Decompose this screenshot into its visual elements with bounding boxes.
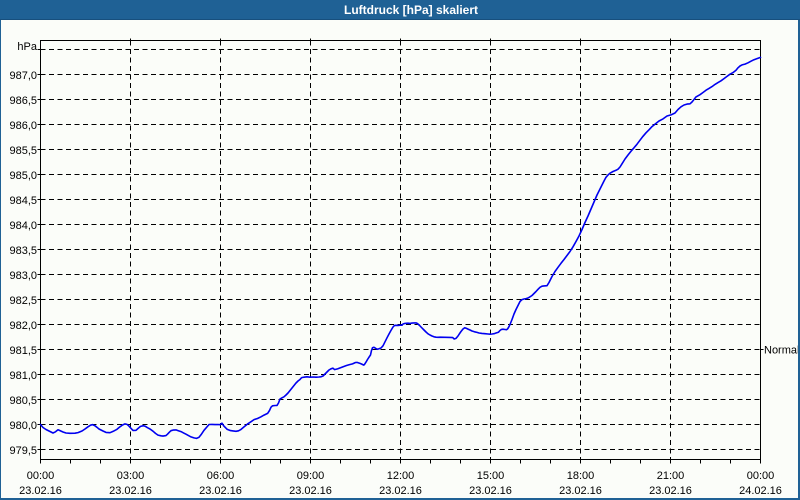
svg-text:980,5: 980,5: [9, 395, 37, 407]
svg-text:15:00: 15:00: [477, 470, 505, 482]
svg-text:986,0: 986,0: [9, 120, 37, 132]
svg-text:12:00: 12:00: [387, 470, 415, 482]
svg-text:987,0: 987,0: [9, 70, 37, 82]
svg-text:984,5: 984,5: [9, 195, 37, 207]
svg-text:23.02.16: 23.02.16: [289, 485, 332, 497]
svg-text:23.02.16: 23.02.16: [109, 485, 152, 497]
svg-text:hPa: hPa: [17, 41, 37, 53]
svg-text:23.02.16: 23.02.16: [19, 485, 62, 497]
svg-text:23.02.16: 23.02.16: [559, 485, 602, 497]
svg-text:983,0: 983,0: [9, 270, 37, 282]
svg-text:980,0: 980,0: [9, 420, 37, 432]
svg-text:21:00: 21:00: [657, 470, 685, 482]
svg-text:984,0: 984,0: [9, 220, 37, 232]
svg-text:24.02.16: 24.02.16: [739, 485, 782, 497]
svg-text:06:00: 06:00: [207, 470, 235, 482]
svg-text:982,0: 982,0: [9, 320, 37, 332]
svg-text:09:00: 09:00: [297, 470, 325, 482]
svg-text:18:00: 18:00: [567, 470, 595, 482]
svg-text:979,5: 979,5: [9, 445, 37, 457]
svg-text:983,5: 983,5: [9, 245, 37, 257]
svg-text:985,5: 985,5: [9, 145, 37, 157]
svg-text:23.02.16: 23.02.16: [649, 485, 692, 497]
svg-text:23.02.16: 23.02.16: [199, 485, 242, 497]
svg-text:985,0: 985,0: [9, 170, 37, 182]
svg-text:981,5: 981,5: [9, 345, 37, 357]
svg-text:00:00: 00:00: [27, 470, 55, 482]
svg-text:23.02.16: 23.02.16: [379, 485, 422, 497]
svg-text:00:00: 00:00: [747, 470, 775, 482]
svg-text:23.02.16: 23.02.16: [469, 485, 512, 497]
svg-text:Normal: Normal: [764, 345, 799, 357]
svg-text:03:00: 03:00: [117, 470, 145, 482]
svg-text:981,0: 981,0: [9, 370, 37, 382]
svg-text:982,5: 982,5: [9, 295, 37, 307]
svg-text:986,5: 986,5: [9, 95, 37, 107]
